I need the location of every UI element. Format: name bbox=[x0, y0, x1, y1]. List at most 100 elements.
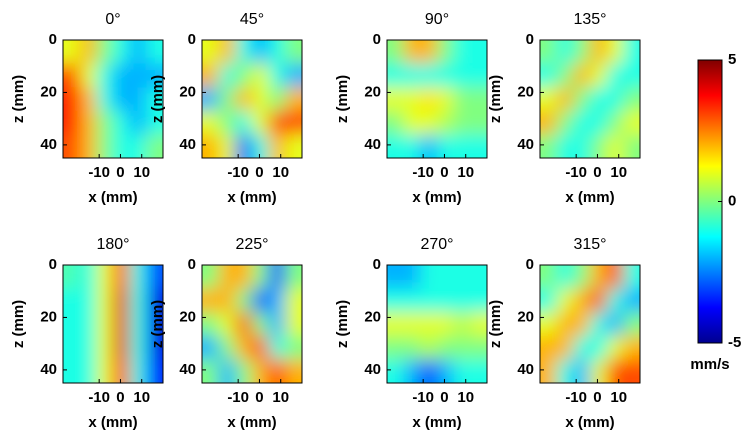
x-tick-label: 0 bbox=[255, 389, 263, 406]
heat-cell bbox=[403, 288, 421, 313]
heat-cell bbox=[96, 87, 114, 112]
y-axis-label: z (mm) bbox=[149, 75, 166, 123]
heat-cell bbox=[437, 87, 455, 112]
heat-cell bbox=[63, 63, 81, 88]
heat-cell bbox=[420, 288, 438, 313]
heat-cell bbox=[79, 288, 97, 313]
heat-cell bbox=[403, 40, 421, 65]
heat-cell bbox=[202, 134, 220, 158]
heat-cell bbox=[623, 110, 640, 135]
heat-cell bbox=[96, 110, 114, 135]
heat-cell bbox=[218, 265, 236, 290]
heat-cell bbox=[113, 312, 131, 337]
heat-cell bbox=[453, 265, 471, 290]
heat-cell bbox=[235, 87, 253, 112]
heatmap bbox=[387, 265, 487, 383]
heat-cell bbox=[268, 265, 286, 290]
heat-cell bbox=[129, 288, 147, 313]
heat-cell bbox=[113, 134, 131, 158]
heatmap bbox=[540, 265, 640, 383]
heat-cell bbox=[113, 110, 131, 135]
heat-cell bbox=[387, 359, 405, 383]
heat-cell bbox=[540, 312, 558, 337]
colorbar-tick-label: -5 bbox=[728, 334, 741, 351]
panel-title: 45° bbox=[240, 11, 264, 28]
heatmap bbox=[63, 265, 163, 383]
heat-cell bbox=[285, 265, 302, 290]
heat-cell bbox=[590, 134, 608, 158]
heat-cell bbox=[235, 335, 253, 360]
x-tick-label: 0 bbox=[116, 389, 124, 406]
heat-cell bbox=[606, 359, 624, 383]
heat-cell bbox=[623, 134, 640, 158]
heat-cell bbox=[146, 87, 163, 112]
heat-cell bbox=[252, 134, 270, 158]
heat-cell bbox=[268, 359, 286, 383]
x-tick-label: 0 bbox=[255, 164, 263, 181]
heat-cell bbox=[202, 335, 220, 360]
heatmap-field bbox=[202, 40, 302, 158]
x-tick-label: -10 bbox=[565, 164, 587, 181]
x-tick-label: 10 bbox=[457, 164, 474, 181]
heat-cell bbox=[590, 63, 608, 88]
heat-cell bbox=[540, 134, 558, 158]
heatmap-field bbox=[202, 265, 302, 383]
y-axis-label: z (mm) bbox=[334, 75, 351, 123]
y-axis-label: z (mm) bbox=[487, 75, 504, 123]
heat-cell bbox=[285, 312, 302, 337]
heat-cell bbox=[540, 265, 558, 290]
heat-cell bbox=[470, 110, 487, 135]
x-tick-label: -10 bbox=[412, 164, 434, 181]
heatmap-field bbox=[63, 40, 163, 158]
x-tick-label: 0 bbox=[440, 164, 448, 181]
heat-cell bbox=[453, 40, 471, 65]
heat-cell bbox=[437, 335, 455, 360]
heat-cell bbox=[573, 63, 591, 88]
axes-frame bbox=[201, 264, 303, 384]
heat-cell bbox=[453, 87, 471, 112]
y-tick-label: 0 bbox=[49, 256, 57, 273]
heatmap bbox=[387, 40, 487, 158]
heat-cell bbox=[403, 335, 421, 360]
heat-cell bbox=[146, 359, 163, 383]
x-axis-label: x (mm) bbox=[227, 414, 276, 431]
heat-cell bbox=[129, 265, 147, 290]
y-tick-label: 40 bbox=[517, 361, 534, 378]
heat-cell bbox=[606, 63, 624, 88]
heat-cell bbox=[235, 265, 253, 290]
heat-cell bbox=[63, 265, 81, 290]
heat-cell bbox=[252, 288, 270, 313]
heat-cell bbox=[96, 288, 114, 313]
heat-cell bbox=[420, 63, 438, 88]
heat-cell bbox=[470, 40, 487, 65]
heat-cell bbox=[387, 134, 405, 158]
heat-cell bbox=[606, 134, 624, 158]
heat-cell bbox=[403, 63, 421, 88]
heat-cell bbox=[387, 335, 405, 360]
heat-cell bbox=[202, 63, 220, 88]
heat-cell bbox=[540, 335, 558, 360]
panel-title: 270° bbox=[420, 236, 453, 253]
heat-cell bbox=[113, 63, 131, 88]
heat-cell bbox=[268, 87, 286, 112]
heat-cell bbox=[202, 87, 220, 112]
heat-cell bbox=[387, 288, 405, 313]
heat-cell bbox=[387, 63, 405, 88]
heat-cell bbox=[285, 134, 302, 158]
heat-cell bbox=[202, 359, 220, 383]
heat-cell bbox=[285, 40, 302, 65]
heat-cell bbox=[129, 359, 147, 383]
heat-cell bbox=[113, 40, 131, 65]
panel-title: 90° bbox=[425, 11, 449, 28]
x-tick-label: 10 bbox=[133, 164, 150, 181]
heat-cell bbox=[235, 359, 253, 383]
heat-cell bbox=[453, 312, 471, 337]
heat-cell bbox=[437, 110, 455, 135]
heat-cell bbox=[96, 359, 114, 383]
heat-cell bbox=[556, 359, 574, 383]
heat-cell bbox=[420, 40, 438, 65]
y-tick-label: 40 bbox=[179, 361, 196, 378]
heat-cell bbox=[252, 110, 270, 135]
heat-cell bbox=[623, 265, 640, 290]
